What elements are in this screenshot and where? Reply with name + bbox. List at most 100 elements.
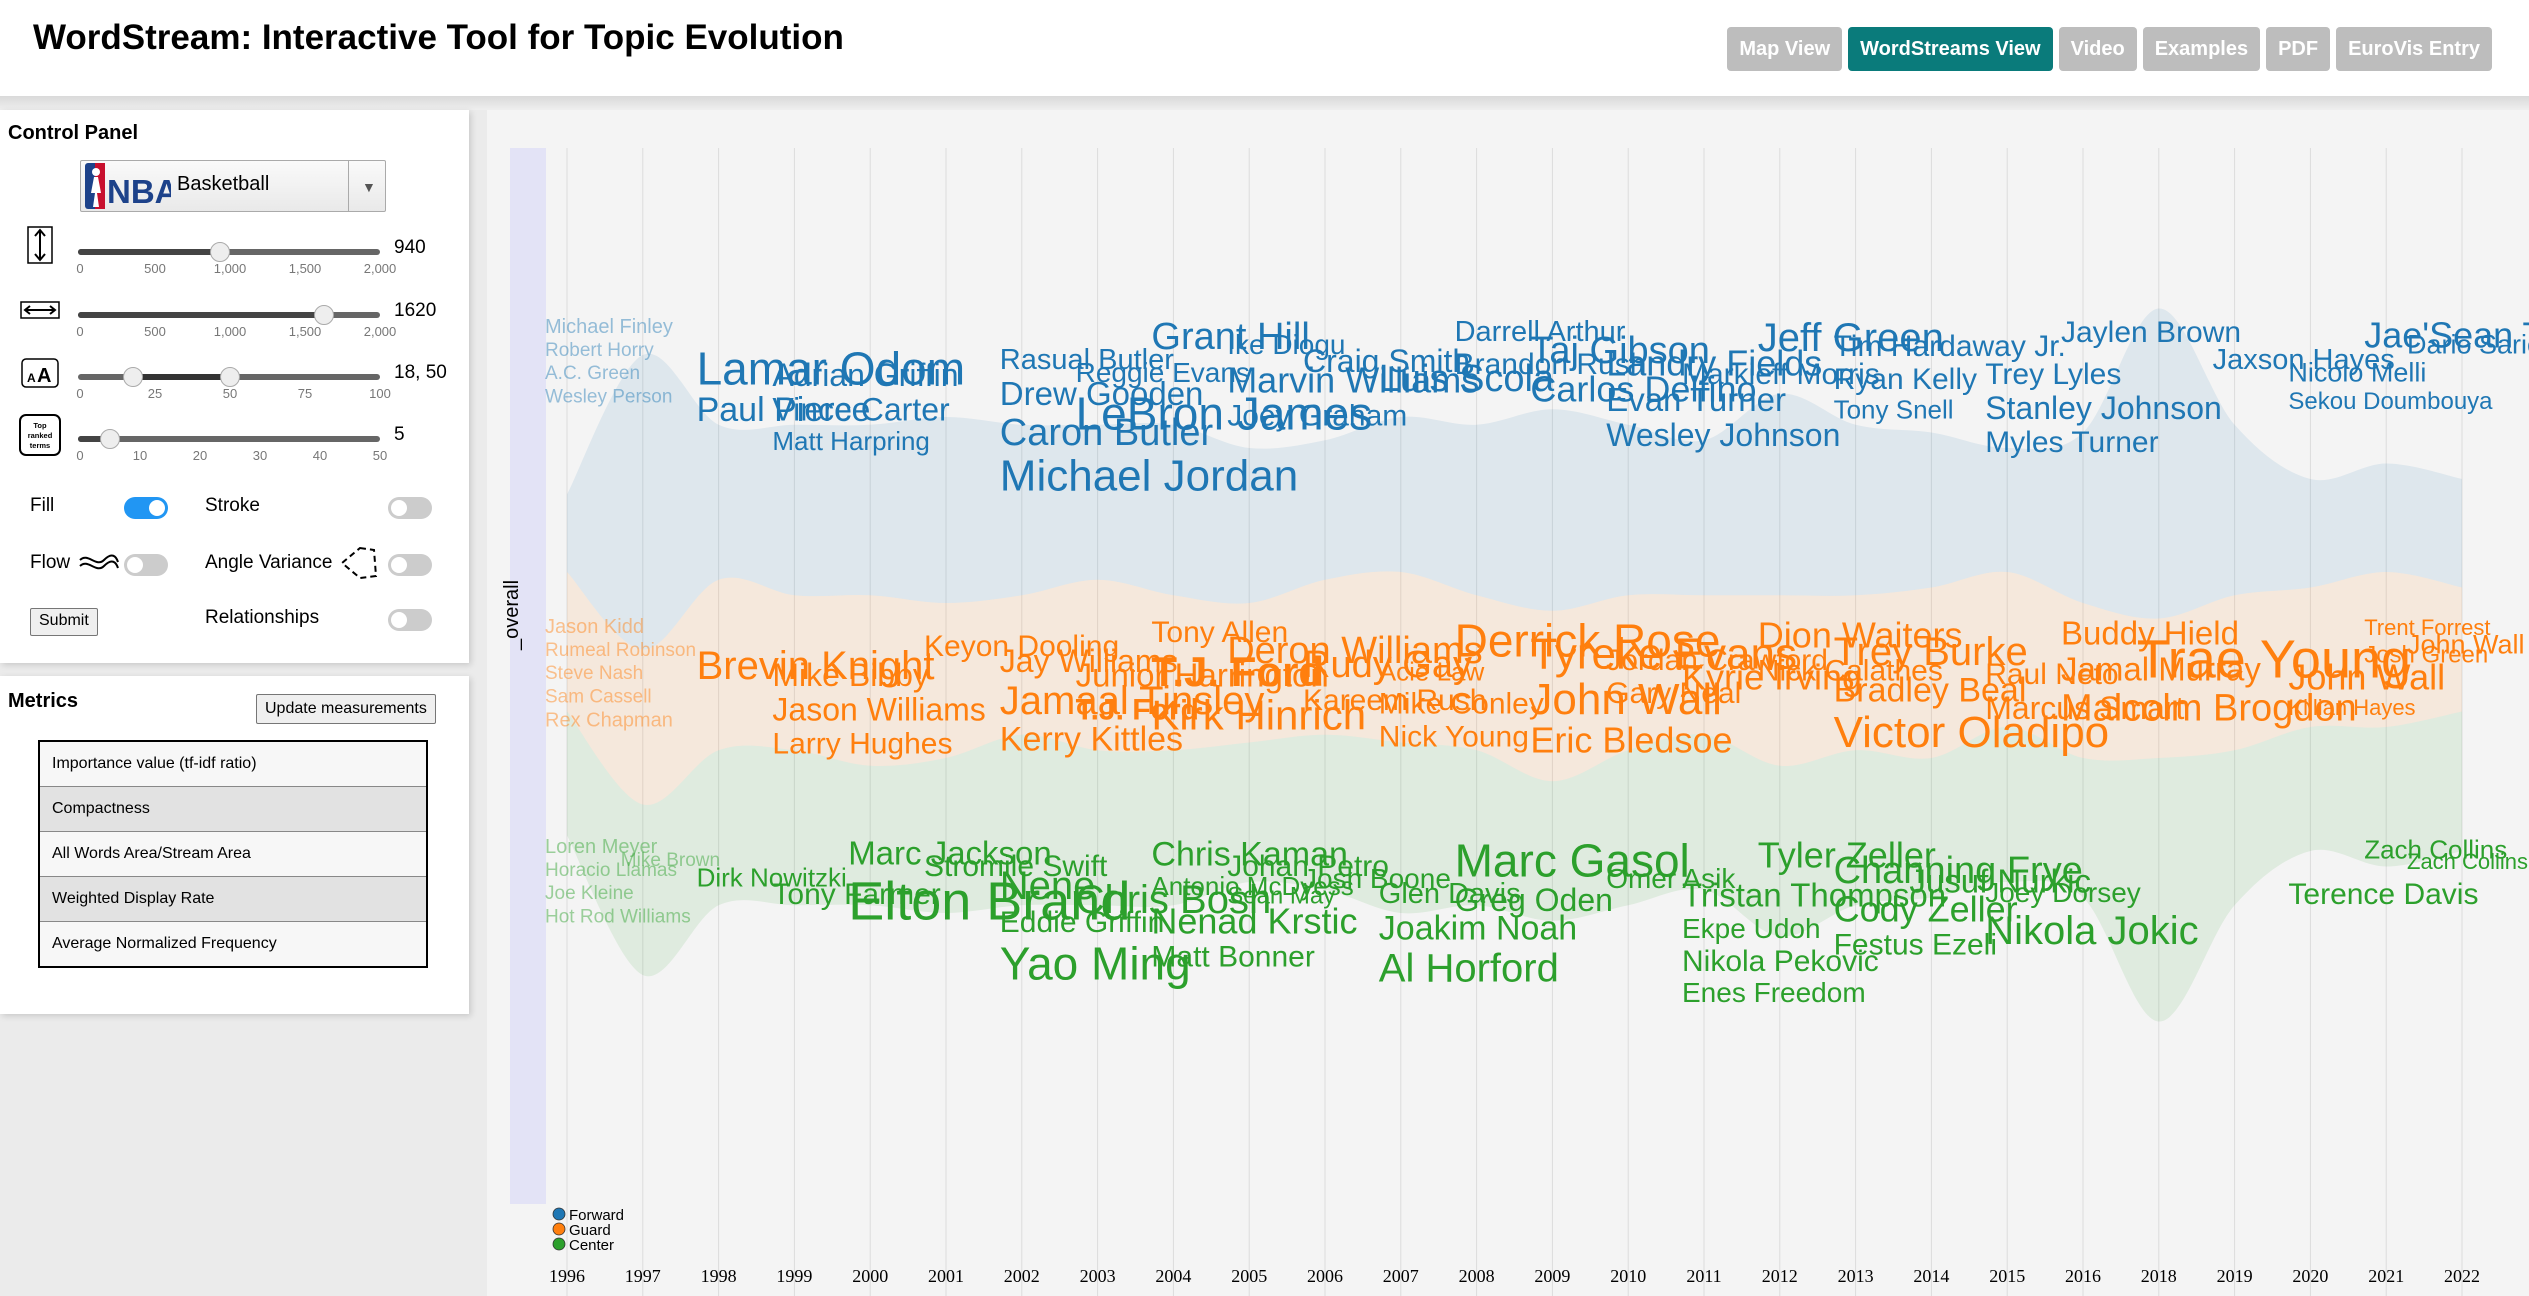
word-term[interactable]: Joe Kleine — [545, 883, 634, 904]
width-slider-handle[interactable] — [314, 305, 334, 325]
word-term[interactable]: Zach Collins — [2364, 834, 2507, 864]
relationships-toggle[interactable] — [388, 609, 432, 631]
dataset-select[interactable]: NBA Basketball ▼ — [80, 160, 386, 212]
height-slider-handle[interactable] — [210, 242, 230, 262]
word-term[interactable]: Eric Bledsoe — [1530, 720, 1732, 761]
word-term[interactable]: Michael Jordan — [1000, 452, 1298, 501]
word-term[interactable]: Channing Frye — [1834, 850, 2083, 892]
word-term[interactable]: Matt Harpring — [772, 426, 930, 456]
word-term[interactable]: Drew Gooden — [1000, 375, 1204, 412]
word-term[interactable]: Landry Fields — [1606, 342, 1822, 383]
word-term[interactable]: Dario Saric — [2407, 329, 2529, 359]
word-term[interactable]: A.C. Green — [545, 363, 640, 384]
word-term[interactable]: Cody Zeller — [1834, 889, 2018, 930]
word-term[interactable]: Rasual Butler — [1000, 344, 1174, 376]
word-term[interactable]: Sekou Doumbouya — [2288, 388, 2493, 415]
word-term[interactable]: Victor Oladipo — [1834, 708, 2110, 757]
word-term[interactable]: Glen Davis — [1379, 878, 1521, 910]
word-term[interactable]: Grant Hill — [1151, 316, 1309, 358]
eurovis-entry-button[interactable]: EuroVis Entry — [2336, 27, 2492, 71]
word-term[interactable]: Mike Bibby — [772, 657, 929, 693]
word-term[interactable]: Yao Ming — [1000, 937, 1191, 989]
word-term[interactable]: Vince Carter — [772, 392, 950, 428]
word-term[interactable]: Nenad Krstic — [1151, 900, 1357, 941]
pdf-button[interactable]: PDF — [2266, 27, 2331, 71]
word-term[interactable]: Antonio McDyess — [1151, 871, 1353, 901]
word-term[interactable]: Trae Young — [2137, 630, 2411, 690]
metric-compactness[interactable]: Compactness — [40, 787, 426, 832]
word-term[interactable]: Enes Freedom — [1682, 977, 1866, 1008]
word-term[interactable]: Jaxson Hayes — [2213, 344, 2395, 376]
word-term[interactable]: Ekpe Udoh — [1682, 913, 1821, 944]
word-term[interactable]: Jeff Green — [1758, 316, 1944, 360]
word-term[interactable]: Eddie Griffin — [1000, 906, 1165, 939]
update-measurements-button[interactable]: Update measurements — [256, 694, 436, 724]
word-term[interactable]: Nicolo Melli — [2288, 357, 2426, 387]
top-ranked-slider[interactable] — [78, 429, 380, 449]
word-term[interactable]: Darrell Arthur — [1455, 316, 1626, 348]
word-term[interactable]: Kareem Rush — [1303, 684, 1486, 717]
word-term[interactable]: Jaylen Brown — [2061, 316, 2241, 349]
word-term[interactable]: T.J. Ford — [1076, 694, 1199, 727]
word-term[interactable]: Steve Nash — [545, 663, 643, 684]
word-term[interactable]: Zach Collins — [2407, 849, 2528, 874]
word-term[interactable]: Marcus Smart — [1985, 690, 2184, 726]
word-term[interactable]: Marvin Williams — [1227, 360, 1479, 401]
word-term[interactable]: Dion Waiters — [1758, 614, 1963, 655]
top-ranked-slider-handle[interactable] — [100, 429, 120, 449]
word-term[interactable]: Joey Graham — [1227, 400, 1407, 433]
word-term[interactable]: Mike Conley — [1379, 687, 1544, 720]
word-term[interactable]: Jay Williams — [1000, 643, 1178, 679]
word-term[interactable]: Marc Jackson — [848, 835, 1052, 872]
word-term[interactable]: Stanley Johnson — [1985, 390, 2222, 426]
word-term[interactable]: Matt Bonner — [1151, 940, 1314, 973]
word-term[interactable]: Jamaal Tinsley — [1000, 679, 1265, 723]
angle-variance-toggle[interactable] — [388, 554, 432, 576]
word-term[interactable]: Junior Harrington — [1076, 657, 1329, 694]
word-term[interactable]: Festus Ezeli — [1834, 929, 1997, 962]
word-term[interactable]: Rex Chapman — [545, 709, 673, 731]
word-term[interactable]: Tim Hardaway Jr. — [1834, 330, 2066, 363]
word-term[interactable]: Carlos Delfino — [1530, 369, 1756, 410]
word-term[interactable]: Omer Asik — [1606, 863, 1736, 894]
word-term[interactable]: Brevin Knight — [697, 644, 935, 688]
word-term[interactable]: Sam Cassell — [545, 686, 652, 707]
word-term[interactable]: Greg Oden — [1455, 882, 1613, 918]
word-term[interactable]: Myles Turner — [1985, 426, 2158, 459]
word-term[interactable]: Acie Law — [1379, 656, 1485, 686]
word-term[interactable]: John Wall — [1530, 675, 1722, 724]
stroke-toggle[interactable] — [388, 497, 432, 519]
word-term[interactable]: John Wall — [2407, 629, 2525, 659]
metric-weighted-display-rate[interactable]: Weighted Display Rate — [40, 877, 426, 922]
wordstreams-view-button[interactable]: WordStreams View — [1848, 27, 2053, 71]
word-term[interactable]: Dirk Nowitzki — [697, 862, 847, 892]
word-term[interactable]: Tony Farmer — [772, 878, 940, 911]
word-term[interactable]: Adrian Griffin — [772, 357, 958, 393]
width-slider[interactable] — [78, 305, 380, 325]
video-button[interactable]: Video — [2058, 27, 2137, 71]
word-term[interactable]: Larry Hughes — [772, 728, 952, 761]
word-term[interactable]: Reggie Evans — [1076, 357, 1250, 388]
word-term[interactable]: Wesley Person — [545, 386, 672, 407]
word-term[interactable]: Ryan Kelly — [1834, 363, 1977, 396]
fill-toggle[interactable] — [124, 497, 168, 519]
word-term[interactable]: Jason Williams — [772, 692, 985, 728]
word-term[interactable]: Josh Boone — [1303, 863, 1451, 894]
font-size-max-handle[interactable] — [220, 367, 240, 387]
word-term[interactable]: Jason Kidd — [545, 616, 644, 638]
word-term[interactable]: Tristan Thompson — [1682, 877, 1946, 914]
word-term[interactable]: Terence Davis — [2288, 878, 2478, 911]
word-term[interactable]: Markieff Morris — [1682, 358, 1880, 391]
flow-toggle[interactable] — [124, 554, 168, 576]
word-term[interactable]: Nick Young — [1379, 720, 1529, 753]
word-term[interactable]: Joakim Noah — [1379, 910, 1577, 948]
word-term[interactable]: Jamal Murray — [2061, 650, 2261, 687]
word-term[interactable]: Rumeal Robinson — [545, 640, 696, 661]
word-term[interactable]: Hot Rod Williams — [545, 906, 691, 927]
word-term[interactable]: Josh Green — [2364, 641, 2488, 668]
word-term[interactable]: Trey Burke — [1834, 630, 2028, 674]
word-term[interactable]: Tony Snell — [1834, 394, 1954, 424]
word-term[interactable]: Stromile Swift — [924, 850, 1108, 883]
word-term[interactable]: Gary Neal — [1606, 677, 1741, 710]
word-term[interactable]: Paul Pierce — [697, 391, 871, 429]
